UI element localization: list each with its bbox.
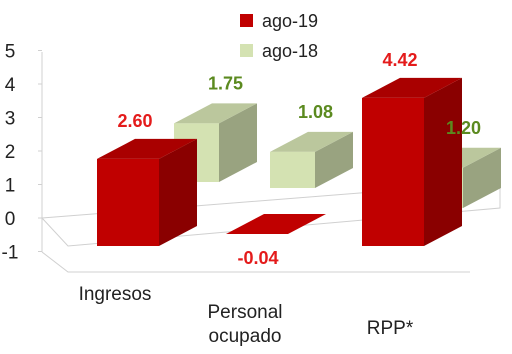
y-tick-label: 1	[5, 176, 16, 197]
category-label: Personal ocupado	[208, 302, 283, 347]
y-tick-label: 0	[5, 209, 16, 230]
y-tick-label: 3	[5, 109, 16, 130]
legend-label-ago-18: ago-18	[262, 41, 318, 61]
bar-ago-19-2-side	[424, 77, 462, 247]
category-label: Ingresos	[79, 284, 152, 305]
legend-label-ago-19: ago-19	[262, 11, 318, 31]
data-labels: 1.75 1.08 1.20 2.60 -0.04 4.42	[117, 50, 481, 268]
bar-ago-18-2-side	[463, 147, 501, 208]
legend: ago-19 ago-18	[240, 11, 318, 61]
data-label-ago-18: 1.75	[208, 73, 243, 93]
data-label-ago-18: 1.20	[446, 118, 481, 138]
data-label-ago-19: 2.60	[117, 111, 152, 131]
bars	[97, 77, 501, 247]
bar-ago-19-0-side	[159, 138, 197, 246]
bar-ago-19-0-front	[97, 158, 159, 246]
bar-ago-18-1-front	[270, 151, 315, 188]
bar-ago-18-1-top	[270, 131, 353, 152]
legend-swatch-ago-18	[240, 44, 253, 57]
y-tick-label: 4	[5, 75, 16, 96]
legend-swatch-ago-19	[240, 14, 253, 27]
bar-ago-19-2-front	[362, 97, 424, 247]
bar-ago-18-0-side	[219, 103, 257, 182]
bar-ago-19-0	[97, 138, 197, 246]
y-axis-ticks: -1 0 1 2 3 4 5	[2, 42, 42, 264]
bar-ago-18-1	[270, 131, 353, 188]
category-label: RPP*	[367, 318, 414, 339]
y-tick-label: -1	[2, 243, 19, 264]
bar-ago-19-0-top	[97, 138, 197, 159]
bar-ago-18-0	[174, 103, 257, 182]
category-labels: Ingresos Personal ocupado RPP*	[79, 284, 414, 347]
y-tick-label: 5	[5, 42, 16, 63]
bar-ago-19-2-top	[362, 77, 462, 98]
bar-ago-18-0-top	[174, 103, 257, 124]
data-label-ago-19: -0.04	[237, 248, 278, 268]
floor-edge	[41, 251, 470, 273]
data-label-ago-19: 4.42	[382, 50, 417, 70]
y-tick-label: 2	[5, 142, 16, 163]
bar-ago-19-1	[226, 214, 326, 234]
bar-ago-18-1-side	[315, 131, 353, 188]
bar-ago-19-2	[362, 77, 462, 247]
bar-ago-19-1-slab	[226, 214, 326, 234]
data-label-ago-18: 1.08	[298, 102, 333, 122]
